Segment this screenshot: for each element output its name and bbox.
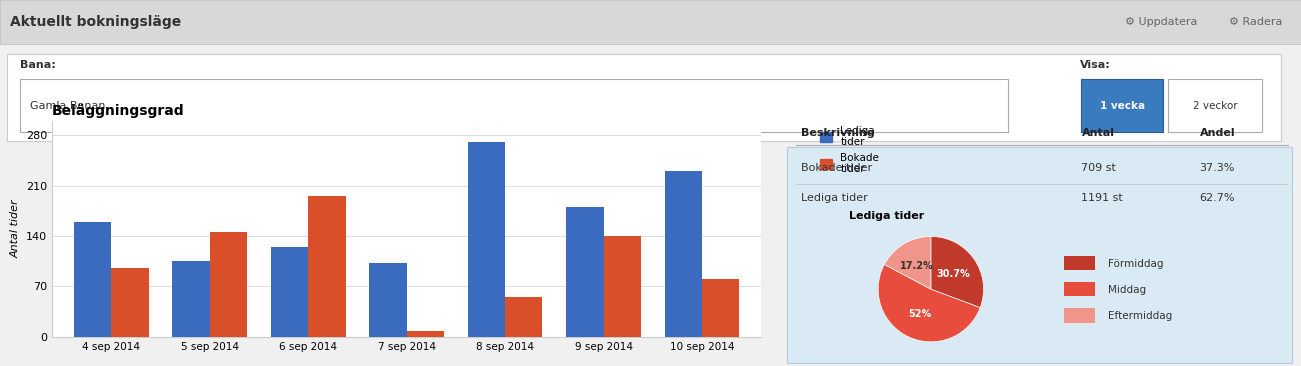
Bar bbox=[209, 232, 247, 337]
FancyBboxPatch shape bbox=[1168, 79, 1262, 132]
Text: Bokade tider: Bokade tider bbox=[801, 163, 872, 173]
Text: 37.3%: 37.3% bbox=[1200, 163, 1235, 173]
Text: ⚙️ Uppdatera: ⚙️ Uppdatera bbox=[1125, 17, 1198, 27]
Text: 2 veckor: 2 veckor bbox=[1193, 101, 1237, 111]
Bar bbox=[566, 207, 604, 337]
Bar bbox=[308, 196, 346, 337]
Text: 30.7%: 30.7% bbox=[937, 269, 971, 279]
Bar bbox=[665, 171, 703, 337]
Text: 17.2%: 17.2% bbox=[900, 261, 934, 270]
Text: Bana:: Bana: bbox=[20, 60, 55, 70]
FancyBboxPatch shape bbox=[0, 0, 1301, 44]
Text: Eftermiddag: Eftermiddag bbox=[1108, 311, 1172, 321]
Legend: Lediga
tider, Bokade
tider: Lediga tider, Bokade tider bbox=[816, 122, 883, 178]
Wedge shape bbox=[885, 236, 932, 289]
Wedge shape bbox=[878, 264, 980, 342]
Bar bbox=[505, 297, 543, 337]
Bar bbox=[369, 262, 407, 337]
Text: 709 st: 709 st bbox=[1081, 163, 1116, 173]
Text: ⚙️ Radera: ⚙️ Radera bbox=[1229, 17, 1283, 27]
Text: Gamla Banan: Gamla Banan bbox=[30, 101, 105, 111]
FancyBboxPatch shape bbox=[787, 147, 1292, 363]
Text: Beläggningsgrad: Beläggningsgrad bbox=[52, 104, 185, 118]
Bar bbox=[111, 268, 148, 337]
Text: Middag: Middag bbox=[1108, 285, 1146, 295]
Bar bbox=[703, 279, 739, 337]
Text: Lediga tider: Lediga tider bbox=[801, 193, 868, 203]
Text: Beskrivning: Beskrivning bbox=[801, 128, 874, 138]
Text: 1191 st: 1191 st bbox=[1081, 193, 1123, 203]
Y-axis label: Antal tider: Antal tider bbox=[10, 199, 21, 258]
Text: Visa:: Visa: bbox=[1080, 60, 1111, 70]
FancyBboxPatch shape bbox=[7, 53, 1281, 141]
Text: Förmiddag: Förmiddag bbox=[1108, 259, 1164, 269]
FancyBboxPatch shape bbox=[1064, 309, 1095, 322]
Text: Andel: Andel bbox=[1200, 128, 1235, 138]
FancyBboxPatch shape bbox=[1081, 79, 1163, 132]
Bar bbox=[74, 221, 111, 337]
FancyBboxPatch shape bbox=[1064, 256, 1095, 270]
Text: 52%: 52% bbox=[908, 309, 932, 319]
Bar bbox=[407, 331, 444, 337]
FancyBboxPatch shape bbox=[20, 79, 1008, 132]
Text: 1 vecka: 1 vecka bbox=[1101, 101, 1145, 111]
Bar bbox=[172, 261, 209, 337]
Text: Antal: Antal bbox=[1081, 128, 1115, 138]
Text: Lediga tider: Lediga tider bbox=[850, 211, 925, 221]
Bar bbox=[604, 236, 641, 337]
Text: 62.7%: 62.7% bbox=[1200, 193, 1235, 203]
Bar bbox=[467, 142, 505, 337]
Text: Aktuellt bokningsläge: Aktuellt bokningsläge bbox=[10, 15, 182, 29]
FancyBboxPatch shape bbox=[1064, 282, 1095, 296]
Wedge shape bbox=[930, 236, 984, 308]
Bar bbox=[271, 247, 308, 337]
